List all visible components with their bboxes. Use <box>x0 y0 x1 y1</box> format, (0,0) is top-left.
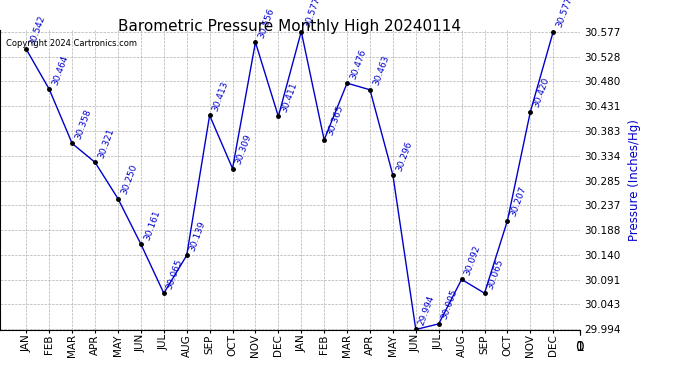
Text: 30.542: 30.542 <box>28 14 47 46</box>
Text: 30.321: 30.321 <box>97 127 116 160</box>
Text: 30.476: 30.476 <box>348 48 368 80</box>
Text: 30.577: 30.577 <box>555 0 574 29</box>
Text: 30.092: 30.092 <box>463 244 482 277</box>
Text: 30.463: 30.463 <box>371 54 391 87</box>
Text: 30.556: 30.556 <box>257 7 276 39</box>
Text: Copyright 2024 Cartronics.com: Copyright 2024 Cartronics.com <box>6 39 137 48</box>
Text: 30.577: 30.577 <box>303 0 322 29</box>
Text: 30.420: 30.420 <box>532 76 551 109</box>
Text: 30.296: 30.296 <box>394 140 413 172</box>
Text: 30.005: 30.005 <box>440 288 460 321</box>
Text: Barometric Pressure Monthly High 20240114: Barometric Pressure Monthly High 2024011… <box>118 19 462 34</box>
Text: 30.250: 30.250 <box>119 163 139 196</box>
Text: 30.358: 30.358 <box>74 108 93 141</box>
Text: 30.413: 30.413 <box>211 80 230 112</box>
Text: 30.065: 30.065 <box>165 258 184 290</box>
Text: 30.139: 30.139 <box>188 220 208 253</box>
Text: 30.309: 30.309 <box>234 133 253 166</box>
Text: 30.161: 30.161 <box>142 209 161 242</box>
Text: 30.365: 30.365 <box>326 104 345 137</box>
Text: 30.464: 30.464 <box>50 54 70 87</box>
Text: 29.994: 29.994 <box>417 294 436 327</box>
Y-axis label: Pressure (Inches/Hg): Pressure (Inches/Hg) <box>628 119 641 241</box>
Text: 30.411: 30.411 <box>279 81 299 114</box>
Text: 30.207: 30.207 <box>509 185 528 218</box>
Text: 30.065: 30.065 <box>486 258 505 290</box>
